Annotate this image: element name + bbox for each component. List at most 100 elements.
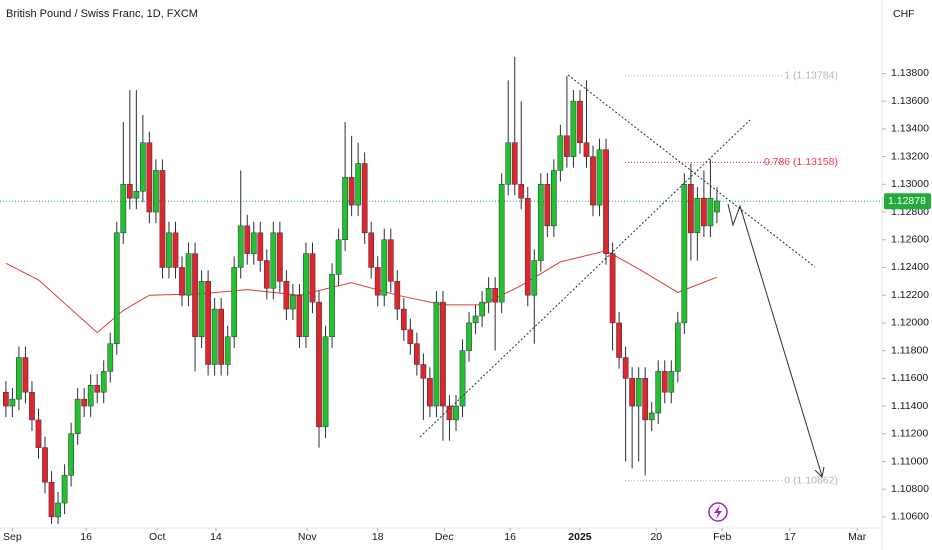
candle-body	[244, 225, 251, 254]
candle-body	[537, 184, 544, 261]
fib-label: 1 (1.13784)	[784, 69, 838, 81]
candle-body	[140, 142, 146, 192]
candle-body	[81, 398, 88, 407]
candle-body	[277, 232, 283, 282]
candle-body	[22, 357, 29, 393]
candle-body	[453, 405, 459, 421]
chart-title: British Pound / Swiss Franc, 1D, FXCM	[6, 8, 198, 20]
candle-body	[609, 253, 616, 324]
candle-body	[655, 371, 662, 414]
candle-body	[42, 447, 48, 483]
candle-body	[126, 184, 133, 199]
axis-unit: CHF	[893, 8, 915, 20]
x-tick-label: Sep	[3, 531, 22, 543]
candle-body	[590, 156, 596, 206]
candle-body	[492, 288, 498, 303]
candle-body	[348, 177, 355, 206]
drawings	[419, 74, 825, 479]
candle-body	[472, 315, 479, 324]
trend-line	[419, 119, 751, 438]
fib-label: 0.786 (1.13158)	[764, 156, 838, 168]
candle-body	[577, 100, 583, 143]
candle-body	[74, 398, 81, 435]
candle-body	[427, 378, 433, 407]
candle-body	[433, 301, 440, 407]
candle-body	[661, 371, 668, 393]
plot-area	[0, 56, 882, 524]
candle-body	[531, 260, 538, 296]
candle-body	[479, 301, 485, 317]
candle-body	[283, 281, 290, 310]
current-price-box	[884, 193, 931, 210]
y-tick-label: 1.11800	[891, 344, 928, 356]
candle-body	[668, 371, 675, 393]
fib-label: 0 (1.10862)	[784, 474, 838, 486]
candle-body	[335, 239, 342, 275]
candle-body	[551, 170, 557, 227]
candle-body	[159, 170, 166, 268]
alert-bolt	[714, 505, 722, 519]
candle-body	[681, 184, 688, 324]
candle-body	[505, 142, 512, 185]
candle-body	[107, 343, 114, 372]
candle-body	[218, 308, 225, 365]
candle-body	[3, 391, 9, 407]
candle-body	[544, 184, 551, 227]
candle-body	[100, 371, 107, 393]
candle-body	[316, 301, 322, 428]
candle-body	[87, 385, 94, 407]
x-tick-label: Mar	[848, 531, 867, 543]
candle-body	[172, 232, 179, 268]
candle-body	[270, 232, 277, 289]
candle-body	[498, 184, 505, 303]
candle-body	[185, 253, 192, 296]
candle-body	[361, 163, 368, 234]
candle-body	[707, 197, 714, 227]
x-tick-label: 14	[210, 531, 222, 543]
candle-body	[524, 197, 531, 296]
candle-body	[511, 142, 518, 185]
candle-body	[94, 385, 101, 393]
candle-body	[557, 135, 564, 171]
candle-body	[290, 294, 296, 310]
candle-body	[61, 475, 68, 504]
trend-line	[567, 74, 816, 268]
candle-body	[688, 184, 694, 234]
candle-body	[616, 322, 622, 358]
candle-body	[211, 308, 218, 365]
candle-body	[466, 322, 472, 351]
candle-body	[374, 267, 381, 296]
x-tick-label: 16	[80, 531, 92, 543]
x-tick-label: Dec	[435, 531, 454, 543]
alert-icon	[708, 502, 728, 522]
candle-body	[35, 419, 42, 448]
candle-body	[381, 239, 388, 296]
candle-body	[635, 378, 642, 407]
y-tick-label: 1.12200	[891, 289, 929, 301]
candle-body	[309, 253, 316, 303]
x-tick-label: Oct	[149, 531, 165, 543]
candle-body	[29, 391, 35, 421]
candle-body	[564, 135, 570, 157]
candle-body	[648, 412, 655, 421]
y-tick-label: 1.10600	[891, 511, 929, 523]
y-tick-label: 1.10800	[891, 483, 929, 495]
y-tick-label: 1.11000	[891, 455, 928, 467]
candle-body	[198, 281, 205, 338]
candle-body	[205, 281, 211, 365]
y-tick-label: 1.11200	[891, 428, 928, 440]
y-tick-label: 1.13800	[891, 67, 929, 79]
candle-body	[355, 163, 361, 206]
candle-body	[603, 149, 609, 254]
candle-body	[622, 357, 629, 379]
candle-body	[179, 267, 185, 296]
x-tick-label: Feb	[713, 531, 731, 543]
candle-body	[16, 357, 22, 400]
candle-body	[224, 336, 231, 365]
candle-body	[459, 350, 466, 407]
candle-body	[9, 398, 16, 407]
candle-body	[68, 433, 74, 476]
candle-body	[414, 343, 420, 365]
